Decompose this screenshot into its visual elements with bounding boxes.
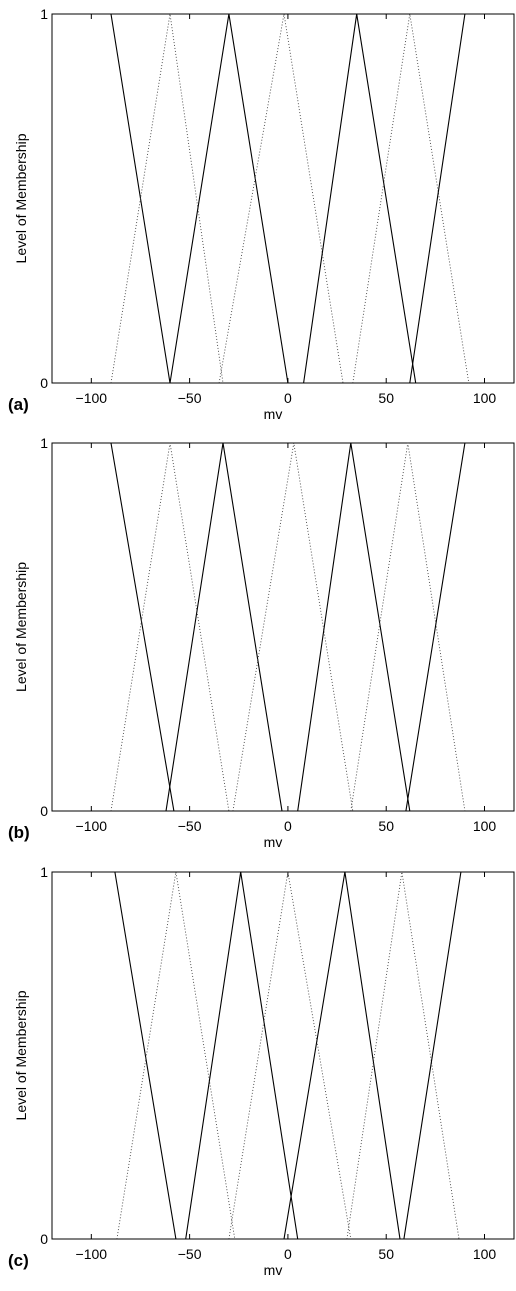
- membership-function-7-solid: [409, 13, 514, 384]
- chart-panel-2: −100 −50 0 50 100 0 1 mv Level of Membership (b): [8, 435, 515, 850]
- plot-frame: [51, 442, 515, 812]
- membership-function-4-dotted: [232, 442, 354, 812]
- membership-function-2-dotted: [110, 442, 230, 812]
- membership-function-1-solid: [52, 13, 171, 384]
- x-axis-title: mv: [264, 406, 283, 422]
- plot-frame: [51, 13, 515, 384]
- membership-function-1-solid: [52, 871, 177, 1240]
- y-tick-label: 1: [40, 435, 48, 451]
- y-tick-label: 0: [40, 1231, 48, 1247]
- membership-function-3-solid: [169, 13, 289, 384]
- x-axis-title: mv: [264, 834, 283, 850]
- membership-function-7-solid: [403, 871, 514, 1240]
- y-axis-title: Level of Membership: [13, 990, 29, 1120]
- membership-function-6-dotted: [346, 871, 460, 1240]
- x-tick-label: 50: [378, 1246, 394, 1262]
- x-tick-label: 0: [284, 1246, 292, 1262]
- membership-function-4-dotted: [228, 871, 352, 1240]
- x-tick-label: 50: [378, 390, 394, 406]
- x-tick-label: −50: [178, 1246, 202, 1262]
- membership-function-3-solid: [165, 442, 283, 812]
- y-tick-label: 1: [40, 6, 48, 22]
- x-tick-label: −50: [178, 390, 202, 406]
- x-tick-label: 0: [284, 818, 292, 834]
- x-tick-label: 100: [473, 818, 497, 834]
- plot-frame: [51, 871, 515, 1240]
- y-axis-title: Level of Membership: [13, 133, 29, 263]
- y-axis-title: Level of Membership: [13, 562, 29, 692]
- y-tick-label: 1: [40, 864, 48, 880]
- x-axis-title: mv: [264, 1262, 283, 1278]
- membership-function-1-solid: [52, 442, 175, 812]
- membership-function-7-solid: [405, 442, 514, 812]
- chart-panel-3: −100 −50 0 50 100 0 1 mv Level of Membership (c): [8, 864, 515, 1278]
- chart-panel-1: −100 −50 0 50 100 0 1 mv Level of Membership (a): [8, 6, 515, 422]
- membership-function-3-solid: [185, 871, 299, 1240]
- y-tick-label: 0: [40, 375, 48, 391]
- x-tick-label: −50: [178, 818, 202, 834]
- x-tick-label: −100: [76, 1246, 108, 1262]
- membership-function-2-dotted: [116, 871, 236, 1240]
- membership-function-6-dotted: [350, 442, 466, 812]
- membership-function-5-solid: [297, 442, 411, 812]
- panel-label: (a): [8, 395, 29, 414]
- panel-label: (b): [8, 823, 30, 842]
- x-tick-label: 0: [284, 390, 292, 406]
- x-tick-label: −100: [76, 390, 108, 406]
- membership-function-5-solid: [283, 871, 401, 1240]
- membership-function-6-dotted: [352, 13, 470, 384]
- x-tick-label: 50: [378, 818, 394, 834]
- panel-label: (c): [8, 1251, 29, 1270]
- y-tick-label: 0: [40, 803, 48, 819]
- x-tick-label: 100: [473, 390, 497, 406]
- membership-function-5-solid: [303, 13, 417, 384]
- x-tick-label: −100: [76, 818, 108, 834]
- x-tick-label: 100: [473, 1246, 497, 1262]
- membership-function-2-dotted: [110, 13, 224, 384]
